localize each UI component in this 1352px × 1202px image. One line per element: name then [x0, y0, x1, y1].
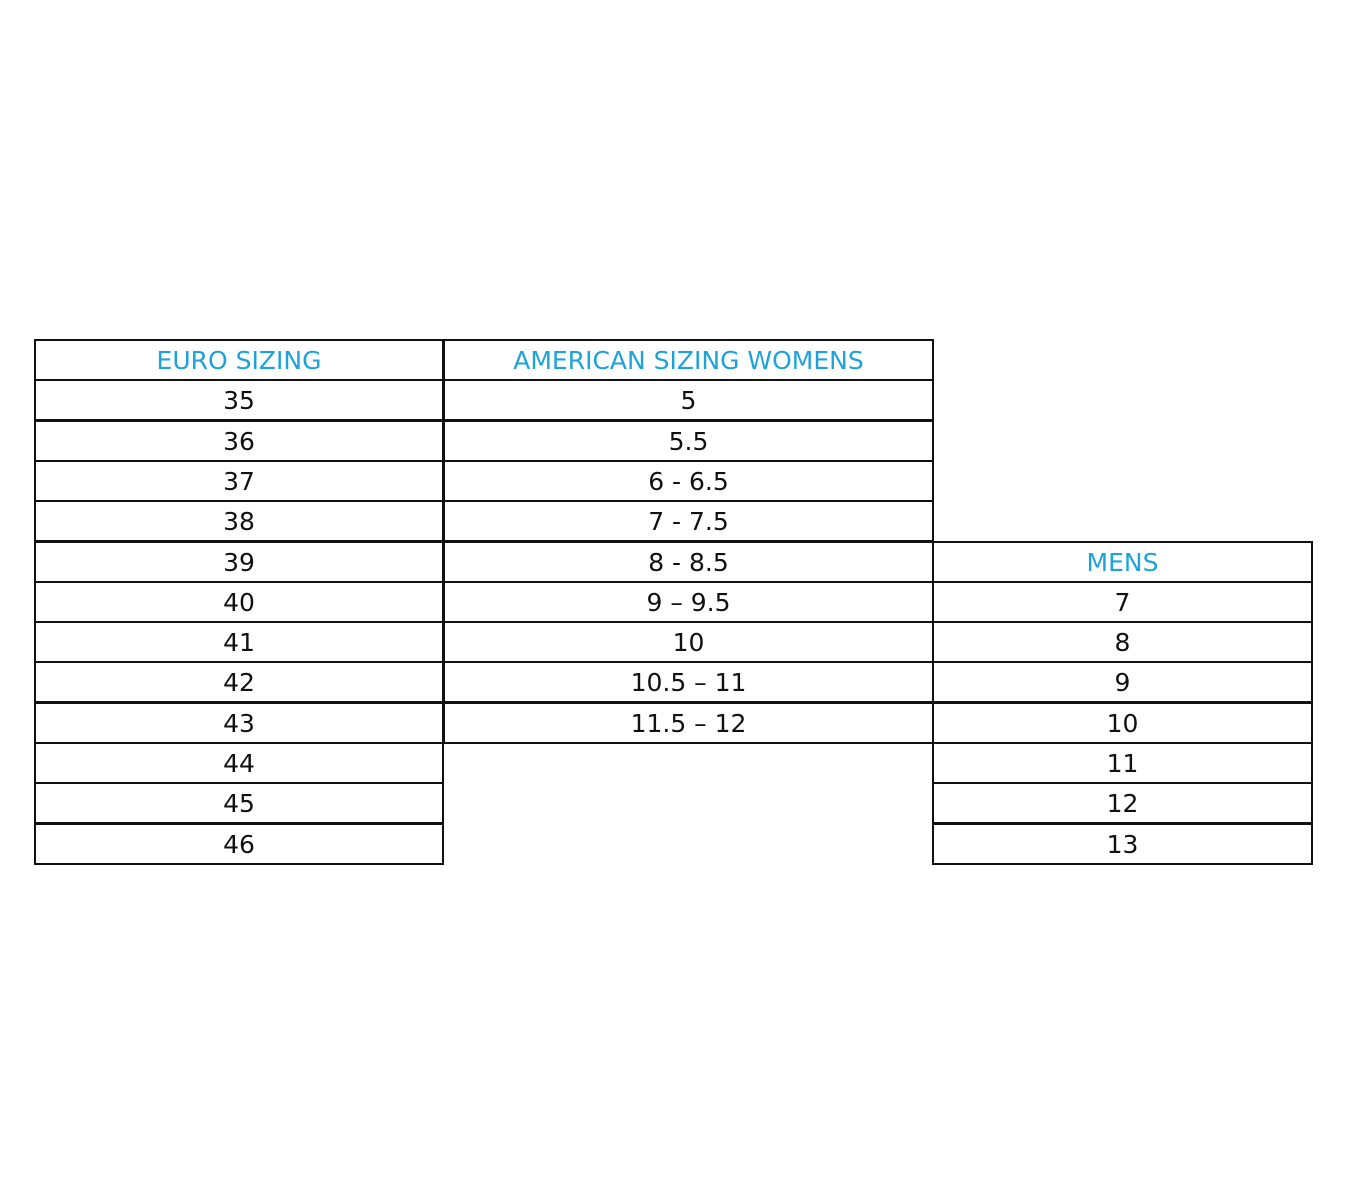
mens-size-cell: 10	[932, 702, 1313, 744]
euro-size-cell: 41	[34, 621, 444, 663]
euro-size-cell: 45	[34, 782, 444, 824]
womens-size-cell: 10.5 – 11	[443, 661, 934, 703]
womens-size-cell: 5.5	[443, 420, 934, 462]
euro-size-cell: 38	[34, 500, 444, 542]
mens-size-cell: 12	[932, 782, 1313, 824]
column-header: EURO SIZING	[34, 339, 444, 381]
euro-size-cell: 46	[34, 823, 444, 865]
euro-size-cell: 43	[34, 702, 444, 744]
mens-size-cell: 11	[932, 742, 1313, 784]
mens-size-cell: 8	[932, 621, 1313, 663]
womens-size-cell: 9 – 9.5	[443, 581, 934, 623]
mens-size-cell: 13	[932, 823, 1313, 865]
womens-size-cell: 5	[443, 379, 934, 421]
euro-size-cell: 37	[34, 460, 444, 502]
euro-size-cell: 44	[34, 742, 444, 784]
womens-size-cell: 7 - 7.5	[443, 500, 934, 542]
euro-size-cell: 35	[34, 379, 444, 421]
womens-size-cell: 10	[443, 621, 934, 663]
womens-size-cell: 6 - 6.5	[443, 460, 934, 502]
column-header: AMERICAN SIZING WOMENS	[443, 339, 934, 381]
column-header: MENS	[932, 541, 1313, 583]
euro-size-cell: 42	[34, 661, 444, 703]
womens-size-cell: 8 - 8.5	[443, 541, 934, 583]
euro-size-cell: 39	[34, 541, 444, 583]
mens-size-cell: 7	[932, 581, 1313, 623]
mens-size-cell: 9	[932, 661, 1313, 703]
euro-size-cell: 40	[34, 581, 444, 623]
euro-size-cell: 36	[34, 420, 444, 462]
womens-size-cell: 11.5 – 12	[443, 702, 934, 744]
